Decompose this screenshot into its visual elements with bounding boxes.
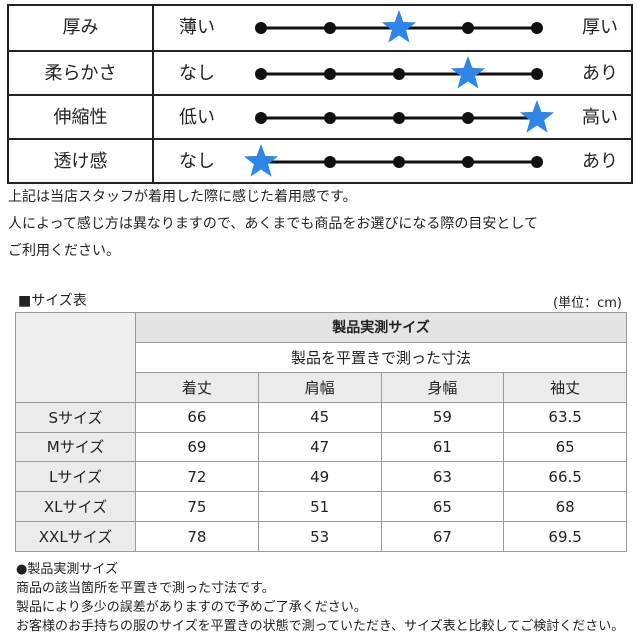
level-star-icon [519,100,555,133]
table-cell: 68 [503,491,627,523]
table-cell: 69.5 [503,521,627,552]
scale-dot [531,156,543,168]
size-table-header-row: 着丈 肩幅 身幅 袖丈 [16,371,627,403]
table-row: XXLサイズ 78 53 67 69.5 [15,521,627,552]
note-line: ご利用ください。 [8,243,120,259]
table-cell: 63 [380,461,505,493]
feel-min-label: 低い [179,107,215,128]
feel-max-label: あり [582,151,618,172]
table-cell: 75 [135,491,259,523]
scale-dot [462,156,474,168]
scale-dot [324,112,336,124]
feel-label: 厚み [62,17,99,38]
table-cell: 65 [380,491,505,523]
level-star-icon [381,10,417,43]
feel-row-softness: 柔らかさ なし あり [9,50,631,96]
feel-max-label: 高い [582,107,618,128]
feel-label: 透け感 [53,151,108,172]
feel-row-stretch: 伸縮性 低い 高い [9,94,631,140]
table-cell: 45 [257,401,382,433]
scale-dot [393,156,405,168]
note-line: 製品により多少の誤差がありますので予めご了承ください。 [16,600,367,615]
note-line: 上記は当店スタッフが着用した際に感じた着用感です。 [8,189,357,205]
scale-dot [255,112,267,124]
size-table-title: ■サイズ表 [18,293,87,309]
table-row: XLサイズ 75 51 65 68 [15,491,627,523]
scale-dot [324,22,336,34]
feel-row-sheerness: 透け感 なし あり [9,138,631,184]
table-cell: 69 [135,431,259,463]
table-cell: 63.5 [503,401,627,433]
scale-dot [462,112,474,124]
scale-dot [462,22,474,34]
table-cell: 66 [135,401,259,433]
scale-dot [393,68,405,80]
scale-dot [255,22,267,34]
table-cell: 67 [380,521,505,552]
column-header-shoulder: 肩幅 [257,371,382,403]
size-table-group-row: 製品実測サイズ [15,312,627,403]
table-cell: 65 [503,431,627,463]
table-cell: 59 [380,401,505,433]
feel-scale [255,10,543,43]
size-label: Mサイズ [15,431,136,463]
feel-scale [255,56,543,89]
feel-min-label: なし [179,151,215,172]
group-header: 製品実測サイズ [135,312,627,343]
level-star-icon [243,144,279,177]
scale-dot [324,68,336,80]
scale-dot [324,156,336,168]
scale-dot [531,68,543,80]
size-label: Lサイズ [15,461,136,493]
feel-min-label: なし [179,63,215,84]
column-divider [152,96,154,140]
table-cell: 61 [380,431,505,463]
column-divider [152,6,154,50]
table-cell: 66.5 [503,461,627,493]
table-row: Sサイズ 66 45 59 63.5 [15,401,627,433]
note-heading: ●製品実測サイズ [16,562,118,577]
column-divider [152,52,154,96]
wear-feel-table: 厚み 薄い 厚い 柔らかさ なし あり 伸縮性 低い 高い 透け感 なし あり [7,4,633,184]
table-cell: 53 [257,521,382,552]
column-header-chest: 身幅 [380,371,505,403]
level-star-icon [450,56,486,89]
note-line: お客様のお手持ちの服のサイズを平置きの状態で測っていただき、サイズ表と比較してご… [16,619,625,634]
feel-scale [243,144,543,177]
sub-header: 製品を平置きで測った寸法 [135,341,627,373]
size-label: XLサイズ [15,491,136,523]
feel-max-label: あり [582,63,618,84]
size-label: Sサイズ [15,401,136,433]
table-row: Mサイズ 69 47 61 65 [15,431,627,463]
table-cell: 51 [257,491,382,523]
size-table: 製品実測サイズ 製品を平置きで測った寸法 着丈 肩幅 身幅 袖丈 Sサイズ 66… [15,312,627,552]
table-cell: 49 [257,461,382,493]
scale-dot [393,112,405,124]
corner-cell [15,312,136,403]
feel-label: 伸縮性 [53,107,108,128]
table-cell: 78 [135,521,259,552]
scale-dot [255,68,267,80]
measurement-note: ●製品実測サイズ 商品の該当箇所を平置きで測った寸法です。 製品により多少の誤差… [16,560,636,636]
wear-feel-note: 上記は当店スタッフが着用した際に感じた着用感です。 人によって感じ方は異なります… [8,184,632,265]
column-header-length: 着丈 [135,371,259,403]
column-header-sleeve: 袖丈 [503,371,627,403]
feel-scale [255,100,555,133]
note-line: 人によって感じ方は異なりますので、あくまでも商品をお選びになる際の目安として [8,216,538,232]
size-table-unit: (単位：cm) [553,296,622,311]
size-label: XXLサイズ [15,521,136,552]
column-divider [152,140,154,184]
feel-label: 柔らかさ [44,63,117,84]
feel-row-thickness: 厚み 薄い 厚い [9,6,631,50]
table-row: Lサイズ 72 49 63 66.5 [15,461,627,493]
feel-min-label: 薄い [179,17,215,38]
size-table-sub-row: 製品を平置きで測った寸法 [16,341,627,373]
note-line: 商品の該当箇所を平置きで測った寸法です。 [16,581,275,596]
table-cell: 72 [135,461,259,493]
feel-max-label: 厚い [582,17,618,38]
table-cell: 47 [257,431,382,463]
scale-dot [531,22,543,34]
